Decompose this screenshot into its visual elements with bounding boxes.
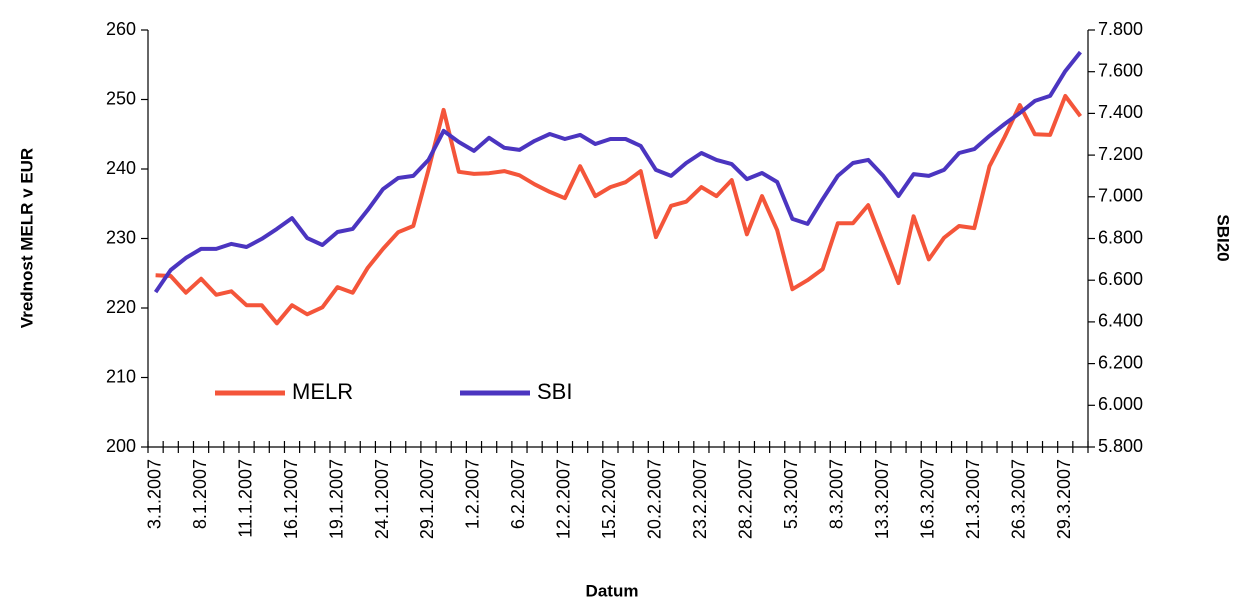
x-tick-label: 28.2.2007 xyxy=(736,459,756,539)
y-tick-label: 230 xyxy=(106,227,136,247)
legend-label: MELR xyxy=(292,379,353,404)
y2-tick-label: 6.000 xyxy=(1098,394,1143,414)
x-tick-label: 19.1.2007 xyxy=(326,459,346,539)
y2-tick-label: 6.600 xyxy=(1098,269,1143,289)
x-tick-label: 23.2.2007 xyxy=(690,459,710,539)
y-tick-label: 260 xyxy=(106,19,136,39)
y2-tick-label: 6.400 xyxy=(1098,311,1143,331)
legend-label: SBI xyxy=(537,379,572,404)
y-tick-label: 220 xyxy=(106,297,136,317)
x-tick-label: 8.1.2007 xyxy=(190,459,210,529)
x-tick-label: 11.1.2007 xyxy=(235,459,255,538)
x-tick-label: 24.1.2007 xyxy=(372,459,392,539)
y2-tick-label: 6.800 xyxy=(1098,227,1143,247)
x-tick-label: 15.2.2007 xyxy=(599,459,619,539)
y2-tick-label: 7.800 xyxy=(1098,19,1143,39)
y2-tick-label: 7.600 xyxy=(1098,60,1143,80)
y2-tick-label: 6.200 xyxy=(1098,352,1143,372)
y2-tick-label: 7.400 xyxy=(1098,102,1143,122)
x-tick-label: 12.2.2007 xyxy=(554,459,574,539)
y-axis-label: Vrednost MELR v EUR xyxy=(17,148,36,328)
x-tick-label: 29.1.2007 xyxy=(417,459,437,539)
x-tick-label: 16.3.2007 xyxy=(918,459,938,539)
x-tick-label: 13.3.2007 xyxy=(872,459,892,539)
x-tick-label: 20.2.2007 xyxy=(645,459,665,539)
x-tick-label: 6.2.2007 xyxy=(508,459,528,529)
x-axis-label: Datum xyxy=(586,581,639,600)
y2-axis-label: SBI20 xyxy=(1214,214,1233,261)
x-tick-label: 1.2.2007 xyxy=(463,459,483,529)
data-line xyxy=(155,94,1083,326)
y-tick-label: 200 xyxy=(106,436,136,456)
y2-tick-label: 5.800 xyxy=(1098,436,1143,456)
x-tick-label: 8.3.2007 xyxy=(827,459,847,529)
x-tick-label: 29.3.2007 xyxy=(1054,459,1074,539)
y2-tick-label: 7.000 xyxy=(1098,186,1143,206)
y-tick-label: 210 xyxy=(106,366,136,386)
y-tick-label: 240 xyxy=(106,158,136,178)
x-tick-label: 26.3.2007 xyxy=(1009,459,1029,539)
y-tick-label: 250 xyxy=(106,88,136,108)
x-tick-label: 3.1.2007 xyxy=(144,459,164,529)
x-tick-label: 16.1.2007 xyxy=(281,459,301,539)
x-tick-label: 21.3.2007 xyxy=(963,459,983,539)
x-tick-label: 5.3.2007 xyxy=(781,459,801,529)
data-line xyxy=(153,50,1082,294)
y2-tick-label: 7.200 xyxy=(1098,144,1143,164)
